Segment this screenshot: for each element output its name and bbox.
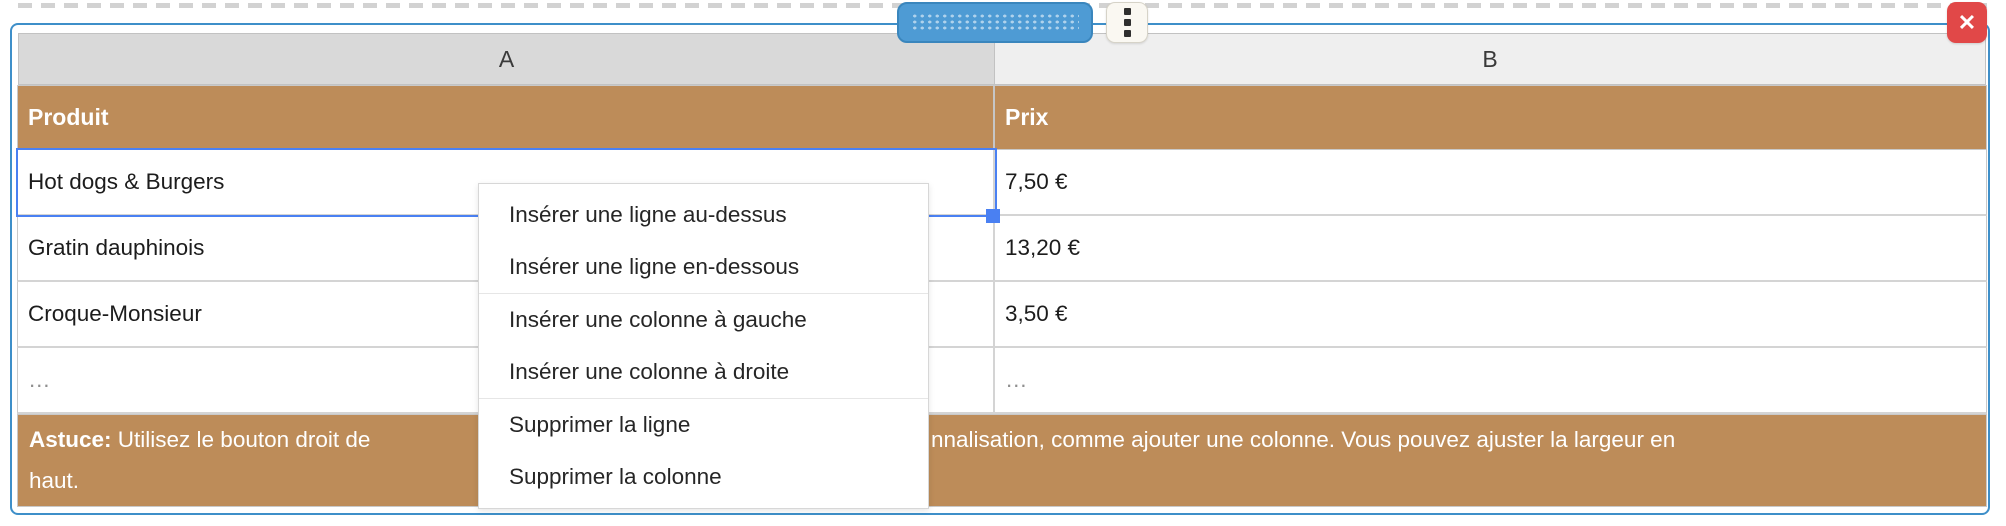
table-header-row: Produit Prix xyxy=(17,85,1987,150)
header-cell-prix[interactable]: Prix xyxy=(1005,104,1049,130)
table-row: Gratin dauphinois 13,20 € xyxy=(17,216,1987,282)
table-cell[interactable]: Croque-Monsieur xyxy=(18,282,995,346)
table-cell[interactable]: … xyxy=(18,348,995,412)
table-row: Hot dogs & Burgers 7,50 € xyxy=(17,150,1987,216)
context-menu-group: Insérer une ligne au-dessus Insérer une l… xyxy=(479,189,928,293)
column-header-b-label: B xyxy=(1482,45,1498,72)
table-row: Croque-Monsieur 3,50 € xyxy=(17,282,1987,348)
cell-resize-handle[interactable] xyxy=(986,209,1000,223)
drag-grip-icon xyxy=(911,13,1079,32)
header-cell-produit[interactable]: Produit xyxy=(18,86,995,149)
table-cell[interactable]: Gratin dauphinois xyxy=(18,216,995,280)
footer-tip-left-text: Utilisez le bouton droit de xyxy=(111,427,371,452)
table-cell[interactable]: 7,50 € xyxy=(1005,169,1068,194)
table-footer-tip-row[interactable]: Astuce: Utilisez le bouton droit de nnal… xyxy=(17,414,1987,507)
table-body: Hot dogs & Burgers 7,50 € Gratin dauphinoi… xyxy=(17,150,1987,414)
context-menu-item[interactable]: Insérer une colonne à droite xyxy=(509,359,790,384)
table-cell[interactable]: 3,50 € xyxy=(1005,301,1068,326)
table-cell[interactable]: 13,20 € xyxy=(1005,235,1081,260)
column-header-b[interactable]: B xyxy=(994,33,1986,85)
table-drag-handle[interactable] xyxy=(897,2,1093,43)
context-menu-item[interactable]: Insérer une ligne au-dessus xyxy=(509,202,787,227)
table-cell[interactable]: Hot dogs & Burgers xyxy=(18,150,995,214)
footer-tip-bold-prefix: Astuce: xyxy=(29,427,112,452)
table-options-button[interactable] xyxy=(1106,2,1148,43)
close-icon: ✕ xyxy=(1957,9,1977,35)
table-cell[interactable]: … xyxy=(1005,367,1030,392)
context-menu-item[interactable]: Insérer une colonne à gauche xyxy=(509,307,807,332)
close-button[interactable]: ✕ xyxy=(1947,2,1987,43)
footer-tip-left: Astuce: Utilisez le bouton droit de xyxy=(29,427,370,453)
footer-tip-right: nnalisation, comme ajouter une colonne. … xyxy=(931,427,1676,452)
column-header-a[interactable]: A xyxy=(18,33,995,85)
context-menu-group: Insérer une colonne à gauche Insérer une … xyxy=(479,293,928,398)
context-menu-group: Supprimer la ligne Supprimer la colonne xyxy=(479,398,928,503)
context-menu-item[interactable]: Supprimer la colonne xyxy=(509,464,722,489)
kebab-menu-icon xyxy=(1123,8,1131,37)
table-context-menu: Insérer une ligne au-dessus Insérer une l… xyxy=(478,183,929,509)
context-menu-item[interactable]: Insérer une ligne en-dessous xyxy=(509,254,800,279)
table-row: …… xyxy=(17,348,1987,414)
column-header-a-label: A xyxy=(498,45,515,72)
footer-tip-line2: haut. xyxy=(29,468,80,493)
context-menu-item[interactable]: Supprimer la ligne xyxy=(509,412,691,437)
